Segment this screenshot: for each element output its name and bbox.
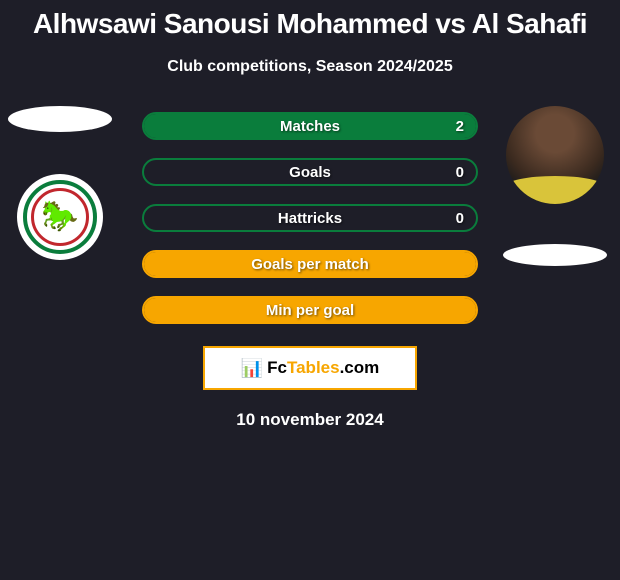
stat-bars: Matches 2 Goals 0 Hattricks 0 Goals per match M… [142,112,478,324]
player-left-column: 🐎 [8,106,112,260]
stat-label: Min per goal [266,302,354,319]
player-right-placeholder-oval [503,244,607,266]
season-subtitle: Club competitions, Season 2024/2025 [0,58,620,76]
horse-icon: 🐎 [41,202,78,232]
brand-tables: Tables [287,358,340,377]
brand-text: FcTables.com [267,358,379,378]
page-title: Alhwsawi Sanousi Mohammed vs Al Sahafi [0,0,620,40]
chart-icon: 📊 [241,359,263,377]
brand-box[interactable]: 📊 FcTables.com [203,346,417,390]
stat-bar: Min per goal [142,296,478,324]
brand-fc: Fc [267,358,287,377]
stat-label: Hattricks [278,210,342,227]
stat-value: 0 [456,210,464,227]
stat-value: 2 [456,118,464,135]
stat-value: 0 [456,164,464,181]
snapshot-date: 10 november 2024 [0,410,620,430]
stat-bar: Matches 2 [142,112,478,140]
club-badge-left: 🐎 [17,174,103,260]
stat-label: Goals [289,164,331,181]
stat-bar: Goals 0 [142,158,478,186]
player-right-column [498,106,612,266]
player-left-placeholder-oval [8,106,112,132]
brand-suffix: .com [340,358,380,377]
comparison-content: 🐎 Matches 2 Goals 0 Hattricks 0 Goals per matc… [0,112,620,324]
player-right-photo [506,106,604,204]
stat-label: Matches [280,118,340,135]
stat-label: Goals per match [251,256,369,273]
stat-bar: Goals per match [142,250,478,278]
stat-bar: Hattricks 0 [142,204,478,232]
